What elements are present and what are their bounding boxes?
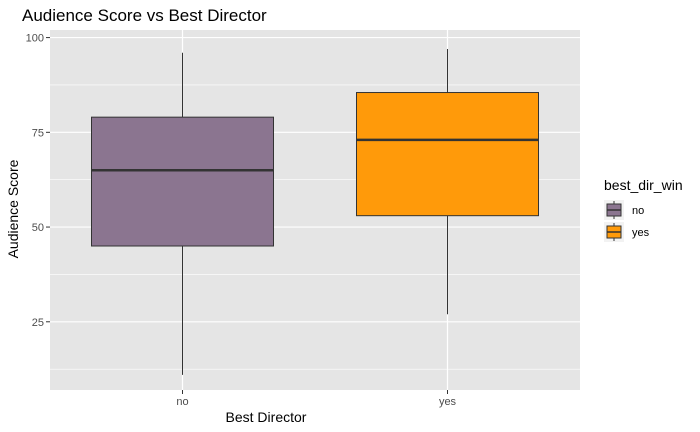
x-axis: no yes [176,390,457,408]
x-tick-label: no [176,396,188,408]
box-iqr [356,92,539,217]
legend-label: yes [632,227,650,239]
legend-item-yes: yes [604,222,650,242]
legend-label: no [632,205,644,217]
legend: best_dir_win no yes [604,177,683,242]
legend-item-no: no [604,200,644,220]
legend-title: best_dir_win [604,177,683,193]
y-axis: 25 50 75 100 [26,33,50,329]
y-axis-title: Audience Score [5,159,21,258]
chart-title: Audience Score vs Best Director [22,6,267,25]
box-iqr [91,116,274,247]
y-tick-label: 25 [32,317,44,329]
box-yes [356,48,539,315]
x-tick-label: yes [439,396,457,408]
box-no [91,52,274,375]
boxes [91,48,539,375]
y-tick-label: 75 [32,127,44,139]
y-tick-label: 50 [32,222,44,234]
x-axis-title: Best Director [226,409,307,425]
y-tick-label: 100 [26,33,44,45]
